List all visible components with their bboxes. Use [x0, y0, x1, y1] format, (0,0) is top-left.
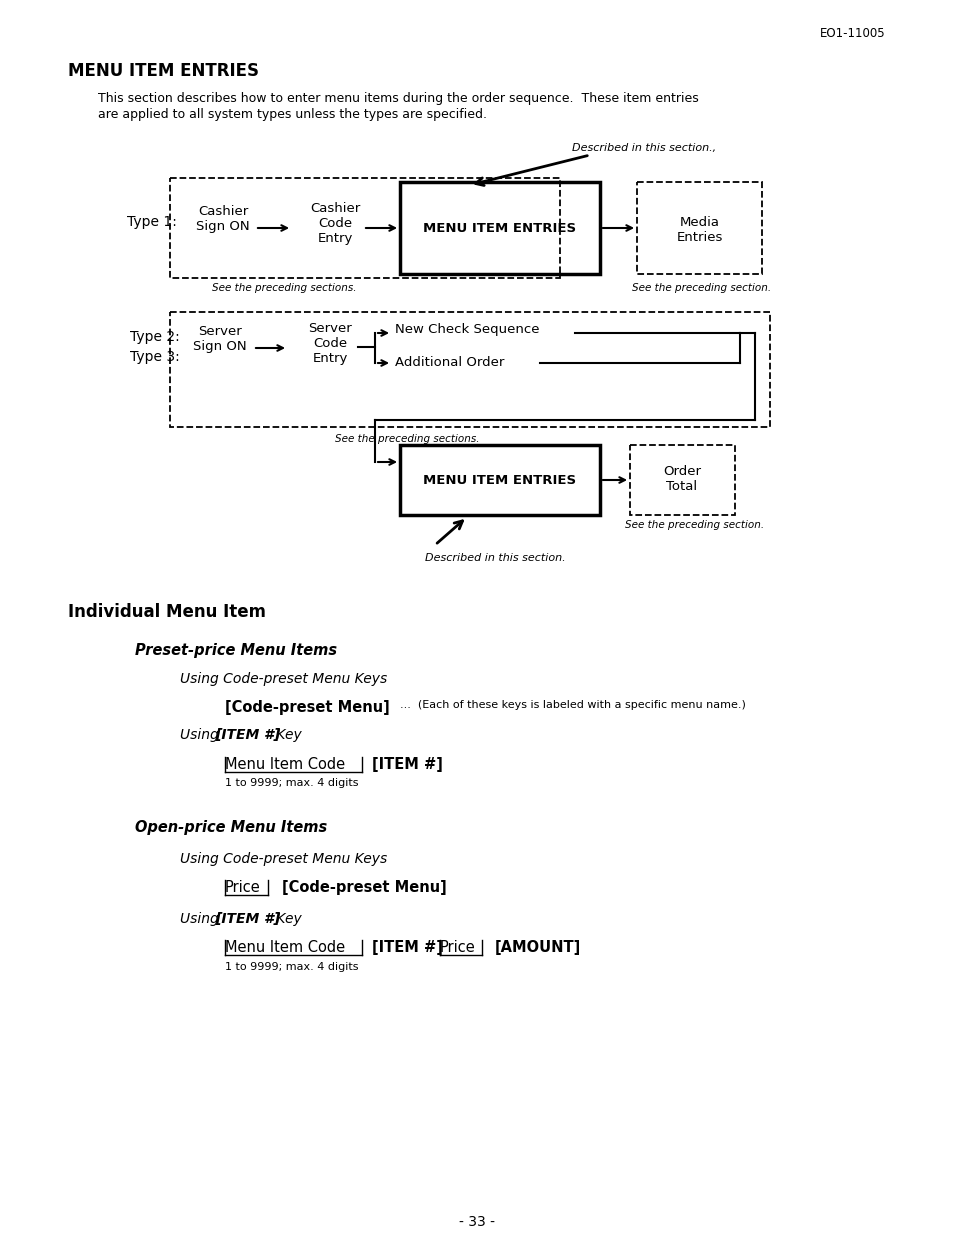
Text: MENU ITEM ENTRIES: MENU ITEM ENTRIES — [423, 473, 576, 487]
Text: Server
Code
Entry: Server Code Entry — [308, 322, 352, 366]
Text: See the preceding section.: See the preceding section. — [631, 282, 770, 292]
Text: Individual Menu Item: Individual Menu Item — [68, 603, 266, 621]
Text: Cashier
Sign ON: Cashier Sign ON — [196, 204, 250, 233]
Text: See the preceding section.: See the preceding section. — [624, 520, 763, 530]
Text: This section describes how to enter menu items during the order sequence.  These: This section describes how to enter menu… — [98, 92, 698, 105]
Text: Described in this section.: Described in this section. — [424, 553, 565, 563]
Text: 1 to 9999; max. 4 digits: 1 to 9999; max. 4 digits — [225, 961, 358, 973]
Text: Cashier
Code
Entry: Cashier Code Entry — [310, 202, 359, 245]
Text: Preset-price Menu Items: Preset-price Menu Items — [135, 643, 336, 658]
Text: [Code-preset Menu]: [Code-preset Menu] — [225, 700, 390, 715]
Text: [ITEM #]: [ITEM #] — [214, 912, 280, 926]
Text: Price: Price — [439, 940, 476, 955]
Text: ...  (Each of these keys is labeled with a specific menu name.): ... (Each of these keys is labeled with … — [399, 700, 745, 710]
Text: Described in this section.,: Described in this section., — [572, 142, 716, 152]
Text: Menu Item Code: Menu Item Code — [225, 757, 345, 772]
Text: New Check Sequence: New Check Sequence — [395, 323, 539, 336]
Text: [AMOUNT]: [AMOUNT] — [495, 940, 580, 955]
Text: Media
Entries: Media Entries — [676, 216, 722, 244]
Text: [ITEM #]: [ITEM #] — [372, 757, 442, 772]
Text: Type 3:: Type 3: — [130, 349, 179, 364]
Text: Menu Item Code: Menu Item Code — [225, 940, 345, 955]
Text: See the preceding sections.: See the preceding sections. — [212, 282, 356, 292]
Text: Using Code-preset Menu Keys: Using Code-preset Menu Keys — [180, 852, 387, 866]
Text: Key: Key — [272, 729, 301, 742]
Text: [ITEM #]: [ITEM #] — [372, 940, 442, 955]
Text: Server
Sign ON: Server Sign ON — [193, 325, 247, 353]
Text: Using: Using — [180, 729, 223, 742]
Text: 1 to 9999; max. 4 digits: 1 to 9999; max. 4 digits — [225, 778, 358, 788]
Text: MENU ITEM ENTRIES: MENU ITEM ENTRIES — [68, 62, 258, 81]
Text: EO1-11005: EO1-11005 — [820, 27, 884, 40]
Text: Type 2:: Type 2: — [130, 330, 179, 344]
Text: are applied to all system types unless the types are specified.: are applied to all system types unless t… — [98, 108, 486, 121]
Text: - 33 -: - 33 - — [458, 1215, 495, 1229]
Text: Additional Order: Additional Order — [395, 356, 504, 369]
Text: Using Code-preset Menu Keys: Using Code-preset Menu Keys — [180, 672, 387, 686]
Text: [ITEM #]: [ITEM #] — [214, 729, 280, 742]
Text: Open-price Menu Items: Open-price Menu Items — [135, 820, 327, 835]
Text: See the preceding sections.: See the preceding sections. — [335, 434, 479, 444]
Text: Type 1:: Type 1: — [127, 216, 176, 229]
Text: Using: Using — [180, 912, 223, 926]
Text: Price: Price — [225, 880, 260, 895]
Text: Key: Key — [272, 912, 301, 926]
Text: [Code-preset Menu]: [Code-preset Menu] — [282, 880, 446, 895]
Text: Order
Total: Order Total — [662, 465, 700, 493]
Text: MENU ITEM ENTRIES: MENU ITEM ENTRIES — [423, 222, 576, 234]
